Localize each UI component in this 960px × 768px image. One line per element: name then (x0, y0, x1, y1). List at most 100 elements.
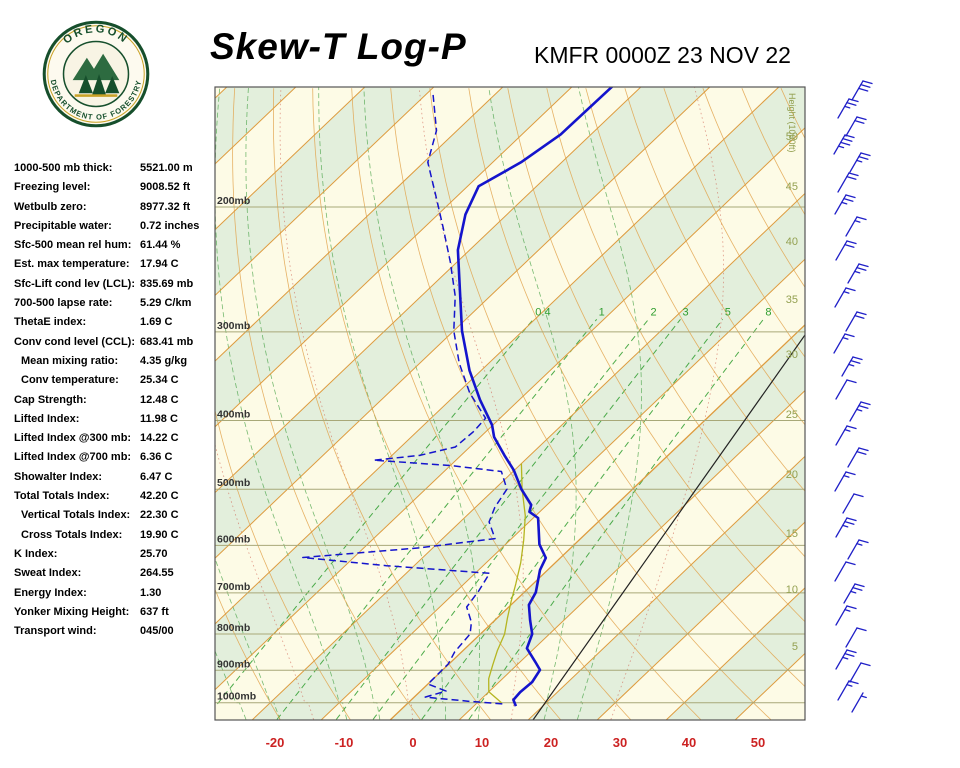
stat-row: Transport wind: 045/00 (14, 622, 224, 641)
wind-barb (845, 627, 867, 648)
pressure-label: 600mb (217, 533, 250, 545)
stat-label: Est. max temperature: (14, 258, 130, 271)
pressure-label: 700mb (217, 581, 250, 593)
stat-value: 19.90 C (140, 528, 179, 541)
wind-barb (847, 263, 869, 284)
wind-barb (833, 134, 855, 155)
logo-gold-ring (47, 25, 145, 123)
pressure-label: 800mb (217, 622, 250, 634)
stat-row: Sweat Index: 264.55 (14, 564, 224, 583)
stat-row: Mean mixing ratio: 4.35 g/kg (14, 352, 224, 371)
stat-row: 1000-500 mb thick: 5521.00 m (14, 159, 224, 178)
temp-axis-label: 20 (544, 735, 558, 750)
mixing-ratio-label: 1 (599, 306, 605, 318)
wind-barb (835, 517, 857, 538)
wind-barb (833, 333, 855, 354)
height-label: 50 (786, 131, 798, 143)
mixing-ratio-label: 5 (725, 306, 731, 318)
stat-row: Vertical Totals Index: 22.30 C (14, 506, 224, 525)
wind-barb (837, 98, 859, 119)
pressure-label: 300mb (217, 320, 250, 332)
wind-barb (851, 80, 873, 101)
mixing-ratio-label: 0.4 (535, 306, 550, 318)
chart-plot-area (215, 87, 805, 720)
stat-value: 17.94 C (140, 258, 179, 271)
stat-row: Cross Totals Index: 19.90 C (14, 526, 224, 545)
wind-barb (847, 539, 869, 560)
wind-barb (834, 471, 856, 492)
stat-label: Lifted Index @700 mb: (14, 451, 132, 464)
wind-barb (845, 311, 867, 332)
height-label: 15 (786, 528, 798, 540)
stat-label: Freezing level: (14, 181, 91, 194)
logo-tree-icon (105, 76, 120, 94)
stat-value: 5.29 C/km (140, 297, 192, 310)
pressure-label: 400mb (217, 408, 250, 420)
stat-value: 5521.00 m (140, 162, 193, 174)
wind-barb (841, 356, 863, 377)
chart-frame (214, 86, 806, 721)
stat-label: Sfc-500 mean rel hum: (14, 239, 132, 252)
logo-tree-icon (78, 75, 93, 94)
stat-value: 11.98 C (140, 412, 178, 425)
mixing-ratio-label: 3 (683, 306, 689, 318)
temp-axis-label: 40 (682, 735, 696, 750)
moist-adiabats (215, 87, 725, 720)
temp-axis-label: 30 (613, 735, 627, 750)
wind-barb (835, 649, 857, 670)
stat-value: 22.30 C (140, 509, 179, 522)
wind-barb (851, 692, 867, 713)
wind-barb (843, 583, 865, 604)
stat-label: Lifted Index: (14, 412, 80, 425)
temp-axis-label: -20 (266, 735, 285, 750)
dry-adiabats (215, 88, 805, 720)
stat-row: Showalter Index: 6.47 C (14, 468, 224, 487)
wind-barb (835, 240, 857, 261)
stat-row: Lifted Index @700 mb: 6.36 C (14, 448, 224, 467)
stat-value: 0.72 inches (140, 219, 200, 232)
stat-label: Lifted Index @300 mb: (14, 432, 132, 445)
page-title: Skew-T Log-P (210, 26, 467, 67)
stat-value: 12.48 C (140, 393, 179, 406)
stat-row: Cap Strength: 12.48 C (14, 391, 224, 410)
stat-value: 14.22 C (140, 432, 179, 445)
stat-row: Freezing level: 9008.52 ft (14, 178, 224, 197)
stat-value: 4.35 g/kg (140, 354, 188, 367)
logo-ground-band (74, 94, 118, 97)
stat-value: 264.55 (140, 567, 174, 580)
stat-row: Est. max temperature: 17.94 C (14, 255, 224, 274)
height-axis-caption: Height (1000ft) (787, 93, 797, 153)
pressure-label: 200mb (217, 195, 250, 207)
stat-value: 9008.52 ft (140, 181, 191, 194)
wind-barb (834, 561, 856, 582)
stat-row: Lifted Index: 11.98 C (14, 410, 224, 429)
stat-label: Conv cond level (CCL): (14, 335, 136, 348)
stat-label: Sfc-Lift cond lev (LCL): (14, 277, 135, 290)
mixing-ratio-lines (215, 318, 764, 720)
stat-label: Total Totals Index: (14, 490, 110, 503)
stat-row: K Index: 25.70 (14, 545, 224, 564)
isotherms (215, 87, 805, 720)
stat-label: Mean mixing ratio: (21, 354, 119, 367)
wind-barb (849, 662, 871, 683)
stat-value: 25.70 (140, 547, 168, 560)
wind-barb (834, 194, 856, 215)
stat-label: ThetaE index: (14, 316, 87, 329)
temp-axis-label: 50 (751, 735, 765, 750)
stat-label: Cap Strength: (14, 393, 87, 406)
dewpoint-line (302, 94, 508, 705)
stat-label: Vertical Totals Index: (21, 509, 131, 522)
wind-barb (837, 172, 859, 193)
stat-value: 045/00 (140, 625, 174, 638)
wind-barb (835, 605, 857, 626)
stat-value: 683.41 mb (140, 335, 194, 348)
stat-label: Sweat Index: (14, 567, 82, 580)
temp-axis-label: -10 (335, 735, 354, 750)
stat-label: 700-500 lapse rate: (14, 297, 113, 310)
stat-value: 637 ft (140, 605, 169, 618)
odf-logo-svg: OREGON DEPARTMENT OF FORESTRY (42, 20, 150, 128)
height-label: 10 (786, 584, 798, 596)
stat-value: 6.47 C (140, 470, 173, 483)
